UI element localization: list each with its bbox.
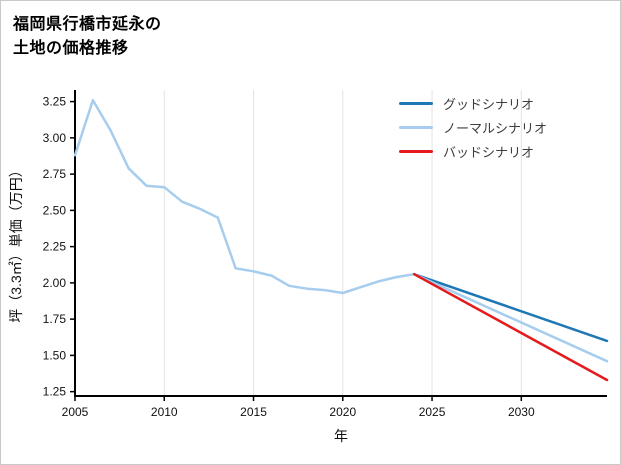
svg-text:3.00: 3.00 [43, 131, 67, 145]
legend-label-good: グッドシナリオ [443, 97, 535, 112]
legend-item-bad: バッドシナリオ [399, 144, 547, 160]
legend-label-bad: バッドシナリオ [443, 145, 535, 160]
normal-scenario-line-swatch [399, 126, 433, 129]
svg-text:2020: 2020 [329, 405, 356, 419]
svg-text:1.50: 1.50 [43, 348, 67, 362]
chart-legend: グッドシナリオ ノーマルシナリオ バッドシナリオ [399, 96, 548, 160]
legend-item-good: グッドシナリオ [399, 96, 547, 112]
svg-text:年: 年 [334, 428, 348, 444]
svg-text:2025: 2025 [419, 405, 446, 419]
svg-text:1.75: 1.75 [43, 312, 67, 326]
svg-text:坪（3.3㎡）単価（万円）: 坪（3.3㎡）単価（万円） [8, 163, 24, 322]
bad-scenario-line-swatch [399, 150, 433, 153]
svg-text:2.50: 2.50 [43, 203, 67, 217]
svg-text:2.25: 2.25 [43, 240, 67, 254]
svg-text:2030: 2030 [508, 405, 535, 419]
svg-text:1.25: 1.25 [43, 385, 67, 399]
legend-label-normal: ノーマルシナリオ [443, 121, 548, 136]
svg-text:3.25: 3.25 [43, 95, 67, 109]
legend-item-normal: ノーマルシナリオ [399, 120, 548, 136]
page-title-line1: 福岡県行橋市延永の [13, 16, 162, 33]
svg-text:2010: 2010 [151, 405, 178, 419]
svg-text:2015: 2015 [240, 405, 267, 419]
svg-text:2.75: 2.75 [43, 167, 67, 181]
page-title-line2: 土地の価格推移 [13, 40, 129, 57]
page-title: 福岡県行橋市延永の 土地の価格推移 [13, 13, 162, 61]
svg-text:2.00: 2.00 [43, 276, 67, 290]
svg-text:2005: 2005 [62, 405, 89, 419]
good-scenario-line-swatch [399, 102, 433, 105]
